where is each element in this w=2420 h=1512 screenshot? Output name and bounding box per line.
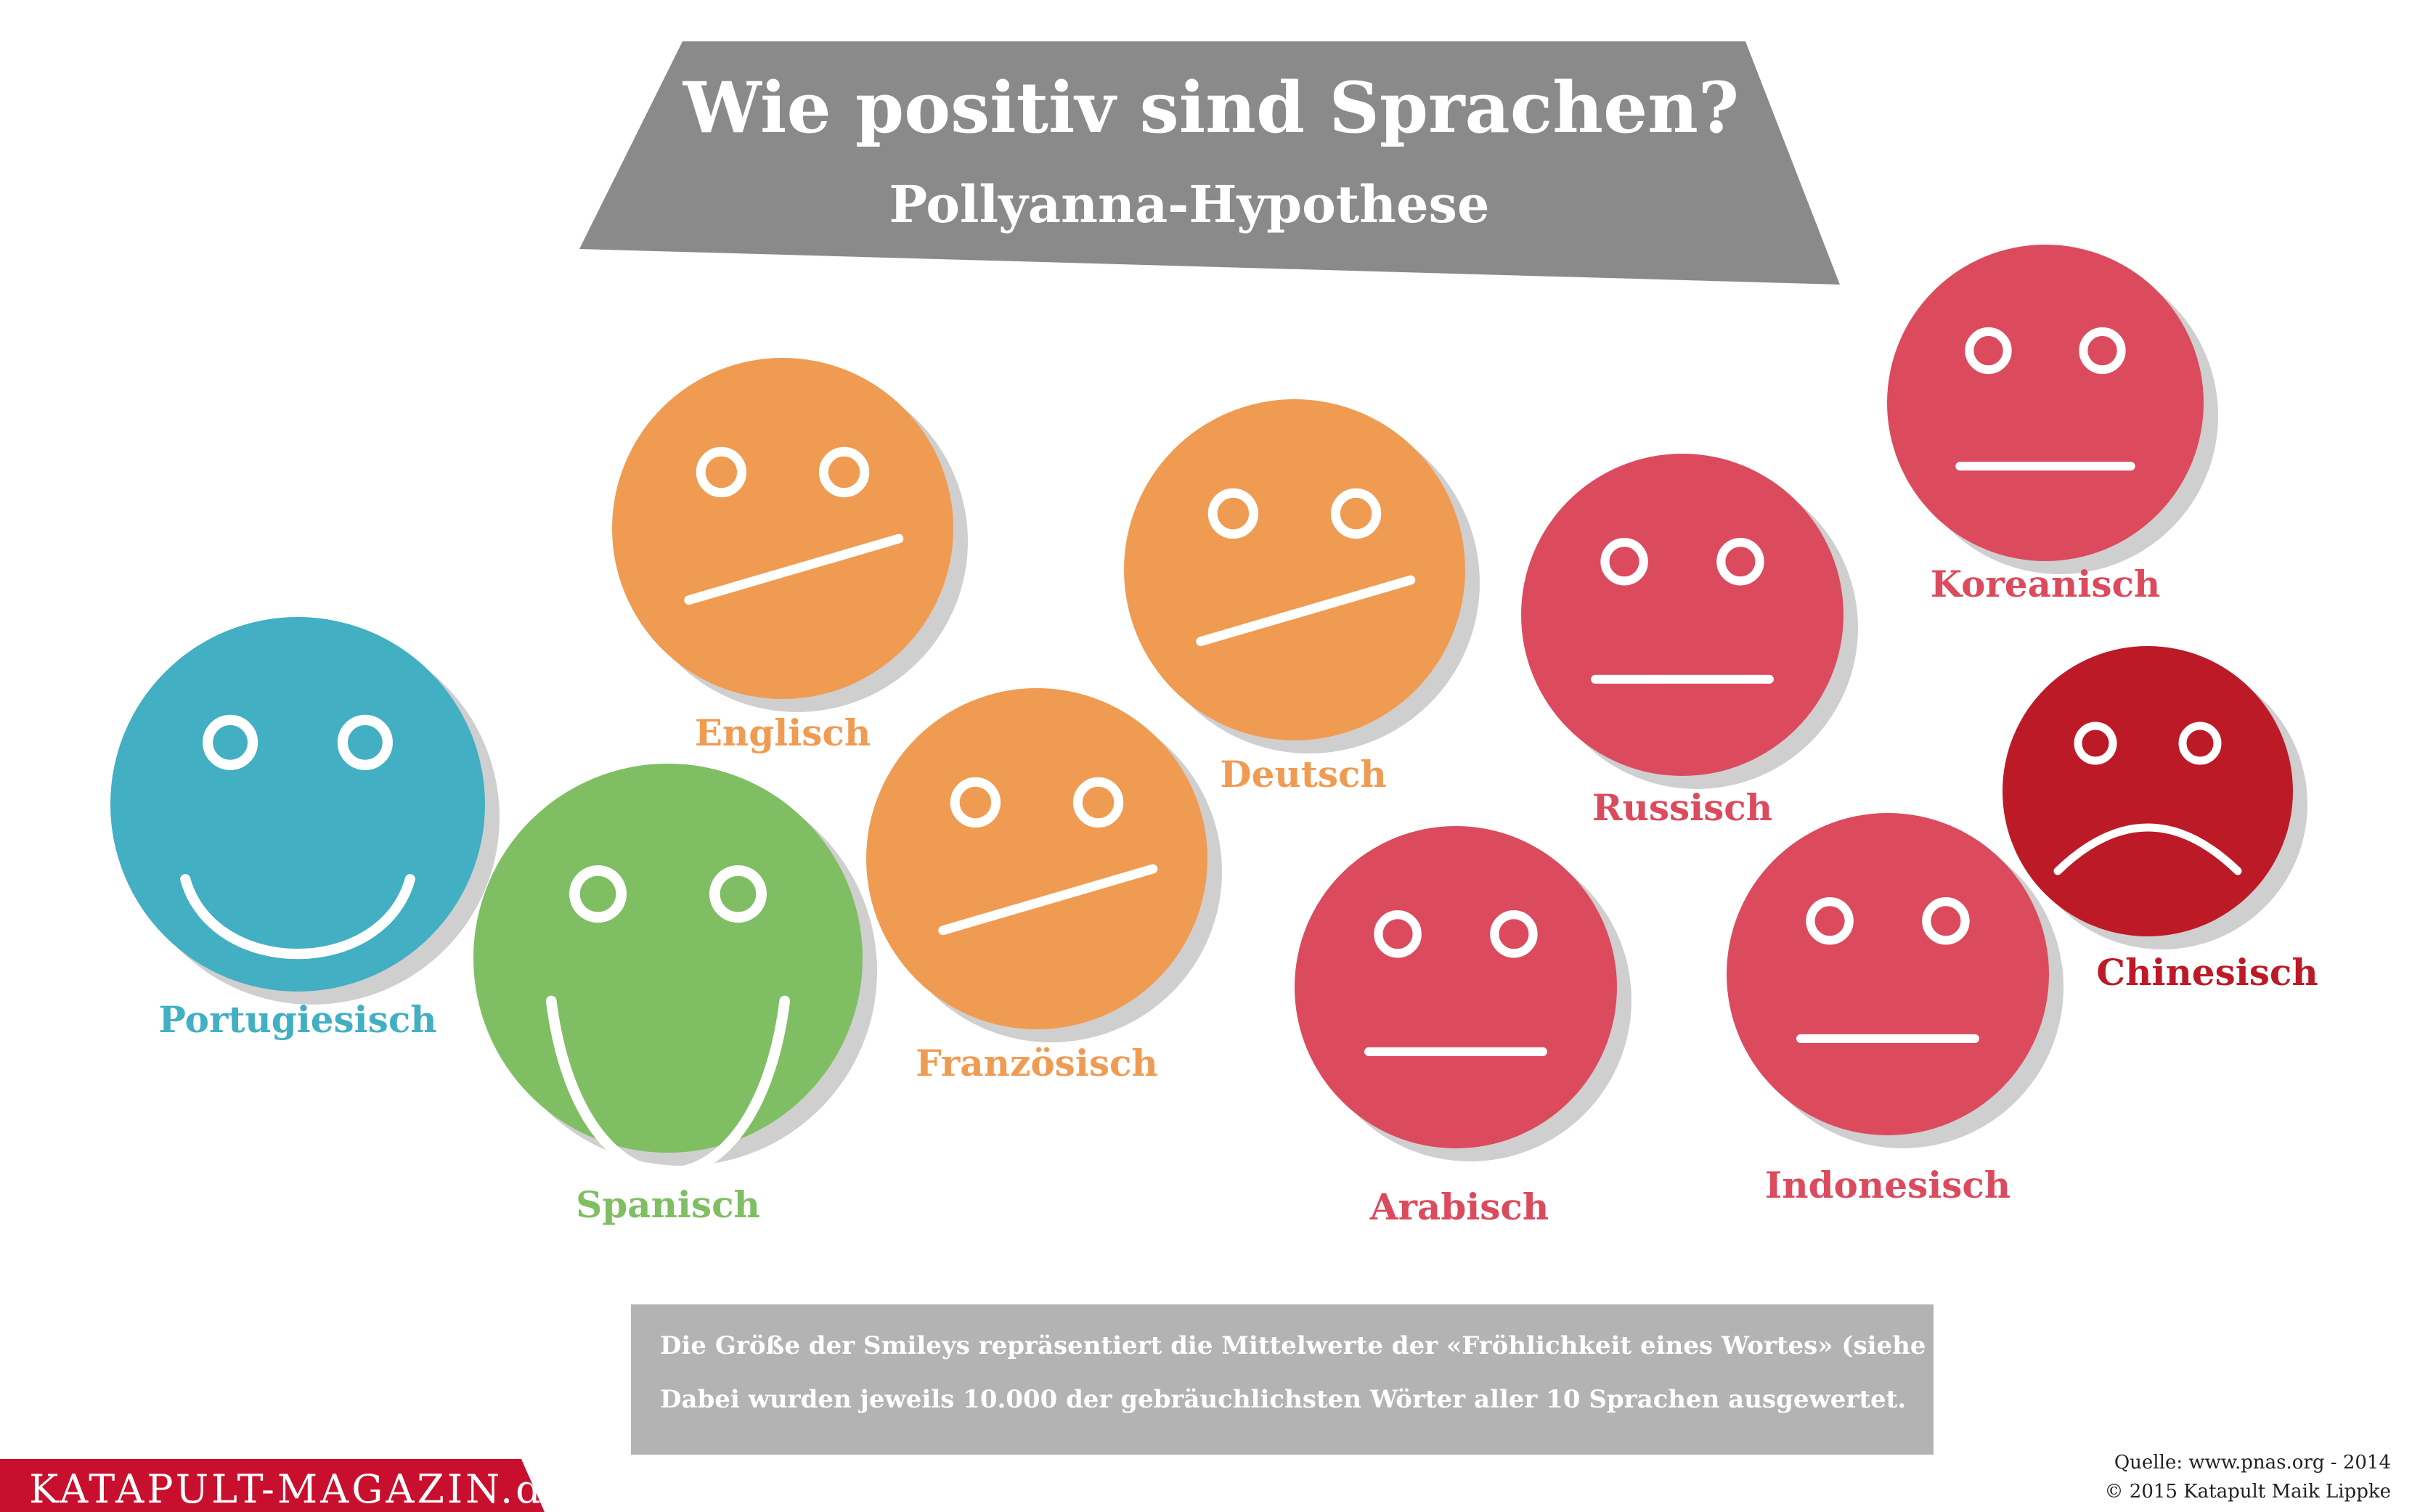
label-chinesisch: Chinesisch: [2096, 951, 2318, 994]
smiley-left-eye: [569, 865, 627, 923]
page-title: Wie positiv sind Sprachen?: [683, 67, 1739, 149]
label-deutsch: Deutsch: [1220, 753, 1387, 796]
smiley-right-eye: [709, 865, 767, 923]
smiley-face: [866, 688, 1207, 1029]
smiley-left-eye: [950, 777, 1001, 828]
label-arabisch: Arabisch: [1369, 1185, 1549, 1228]
smiley-face: [2003, 646, 2293, 936]
smiley-koreanisch: [1887, 245, 2218, 574]
note-line-1: Die Größe der Smileys repräsentiert die …: [660, 1331, 2045, 1360]
smiley-right-eye: [1072, 777, 1124, 828]
smiley-right-eye: [1716, 537, 1764, 586]
smiley-left-eye: [1806, 896, 1854, 945]
smiley-left-eye: [203, 714, 258, 770]
note-box: Die Größe der Smileys repräsentiert die …: [631, 1304, 2045, 1455]
smiley-left-eye: [2074, 722, 2117, 765]
smiley-indonesisch: [1727, 813, 2063, 1148]
smiley-left-eye: [1374, 910, 1422, 958]
label-portugiesisch: Portugiesisch: [158, 998, 437, 1041]
smiley-face: [110, 617, 485, 992]
smiley-spanisch: [473, 764, 877, 1179]
smiley-right-eye: [1490, 910, 1538, 958]
label-englisch: Englisch: [694, 711, 871, 754]
label-indonesisch: Indonesisch: [1764, 1164, 2011, 1206]
smiley-deutsch: [1124, 399, 1480, 753]
brand-name[interactable]: KATAPULT-MAGAZIN.de: [29, 1466, 570, 1512]
label-russisch: Russisch: [1592, 786, 1773, 829]
note-line-2: Dabei wurden jeweils 10.000 der gebräuch…: [660, 1385, 1907, 1414]
smiley-face: [1295, 826, 1617, 1148]
smiley-left-eye: [1600, 537, 1648, 586]
smiley-left-eye: [696, 446, 747, 498]
smiley-chinesisch: [2003, 646, 2307, 949]
smiley-face: [1521, 454, 1843, 776]
copyright-line: © 2015 Katapult Maik Lippke: [2104, 1481, 2391, 1503]
smiley-mouth: [1196, 575, 1416, 647]
smiley-face: [1124, 399, 1465, 740]
smiley-right-eye: [1330, 488, 1382, 539]
page-subtitle: Pollyanna-Hypothese: [889, 174, 1489, 234]
smiley-face: [1727, 813, 2049, 1135]
brand-banner: [0, 1459, 545, 1512]
label-franzsisch: Französisch: [916, 1042, 1158, 1084]
label-koreanisch: Koreanisch: [1930, 563, 2161, 605]
smiley-left-eye: [1965, 327, 2012, 375]
smiley-left-eye: [1207, 488, 1259, 539]
title-banner: [579, 41, 1840, 285]
smiley-group: [110, 245, 2307, 1179]
smiley-right-eye: [1922, 896, 1970, 945]
smiley-right-eye: [818, 446, 870, 498]
smiley-mouth: [180, 874, 415, 960]
smiley-arabisch: [1295, 826, 1631, 1161]
smiley-face: [612, 358, 953, 699]
smiley-mouth: [2053, 823, 2242, 875]
source-line: Quelle: www.pnas.org - 2014: [2114, 1452, 2391, 1474]
smiley-face: [1887, 245, 2204, 561]
label-spanisch: Spanisch: [576, 1183, 760, 1226]
smiley-mouth: [684, 534, 904, 605]
smiley-portugiesisch: [110, 617, 500, 1005]
smiley-right-eye: [2178, 722, 2222, 765]
smiley-mouth: [938, 864, 1158, 936]
smiley-mouth: [545, 995, 791, 1179]
smiley-right-eye: [2079, 327, 2126, 375]
smiley-englisch: [612, 358, 968, 712]
smiley-russisch: [1521, 454, 1858, 789]
smiley-franzsisch: [866, 688, 1222, 1042]
smiley-right-eye: [337, 714, 393, 770]
smiley-face: [473, 764, 863, 1153]
